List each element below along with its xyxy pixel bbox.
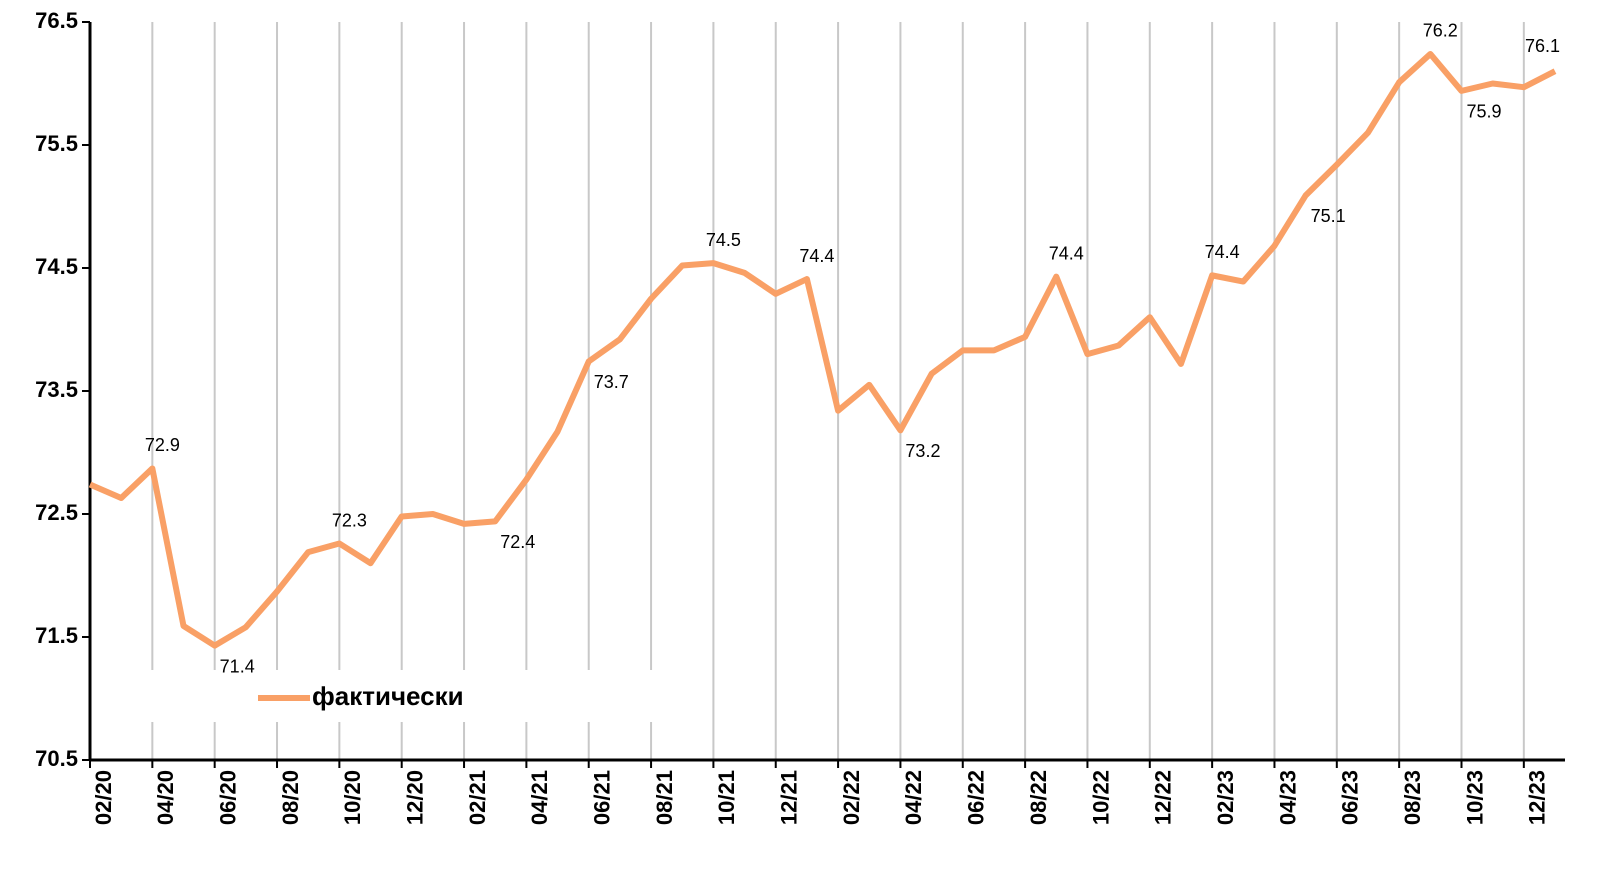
x-tick-label: 04/21 xyxy=(527,770,552,825)
x-tick-label: 06/23 xyxy=(1338,770,1363,825)
x-tick-label: 02/20 xyxy=(91,770,116,825)
y-tick-label: 71.5 xyxy=(35,623,78,648)
legend-label: фактически xyxy=(312,681,464,711)
y-tick-label: 74.5 xyxy=(35,254,78,279)
y-tick-label: 75.5 xyxy=(35,131,78,156)
x-tick-label: 08/20 xyxy=(278,770,303,825)
x-tick-label: 06/20 xyxy=(215,770,240,825)
data-label: 74.4 xyxy=(799,246,834,266)
x-tick-label: 06/21 xyxy=(590,770,615,825)
legend-background xyxy=(94,670,654,722)
x-tick-label: 10/23 xyxy=(1462,770,1487,825)
x-tick-label: 08/23 xyxy=(1400,770,1425,825)
x-tick-label: 02/21 xyxy=(465,770,490,825)
x-tick-label: 08/21 xyxy=(652,770,677,825)
data-line xyxy=(88,50,1557,649)
data-label: 73.7 xyxy=(594,372,629,392)
x-tick-label: 10/22 xyxy=(1088,770,1113,825)
data-label: 71.4 xyxy=(220,656,255,676)
data-label: 75.9 xyxy=(1466,102,1501,122)
data-label: 73.2 xyxy=(905,441,940,461)
x-tick-label: 08/22 xyxy=(1026,770,1051,825)
x-tick-label: 12/20 xyxy=(403,770,428,825)
x-tick-label: 10/20 xyxy=(340,770,365,825)
data-label: 72.4 xyxy=(500,532,535,552)
y-tick-label: 70.5 xyxy=(35,746,78,771)
x-tick-label: 04/20 xyxy=(153,770,178,825)
x-tick-label: 02/22 xyxy=(839,770,864,825)
x-tick-label: 02/23 xyxy=(1213,770,1238,825)
data-label: 72.3 xyxy=(332,510,367,530)
data-label: 72.9 xyxy=(145,435,180,455)
x-tick-label: 06/22 xyxy=(964,770,989,825)
data-label: 74.5 xyxy=(706,230,741,250)
x-tick-label: 12/22 xyxy=(1151,770,1176,825)
x-tick-label: 10/21 xyxy=(714,770,739,825)
x-tick-label: 12/23 xyxy=(1525,770,1550,825)
data-label: 74.4 xyxy=(1049,243,1084,263)
data-label: 75.1 xyxy=(1311,206,1346,226)
y-tick-label: 72.5 xyxy=(35,500,78,525)
data-label: 74.4 xyxy=(1205,242,1240,262)
data-label: 76.1 xyxy=(1525,36,1560,56)
x-tick-label: 12/21 xyxy=(777,770,802,825)
y-tick-label: 73.5 xyxy=(35,377,78,402)
x-tick-label: 04/22 xyxy=(901,770,926,825)
x-tick-label: 04/23 xyxy=(1275,770,1300,825)
data-label: 76.2 xyxy=(1423,21,1458,41)
y-tick-label: 76.5 xyxy=(35,8,78,33)
